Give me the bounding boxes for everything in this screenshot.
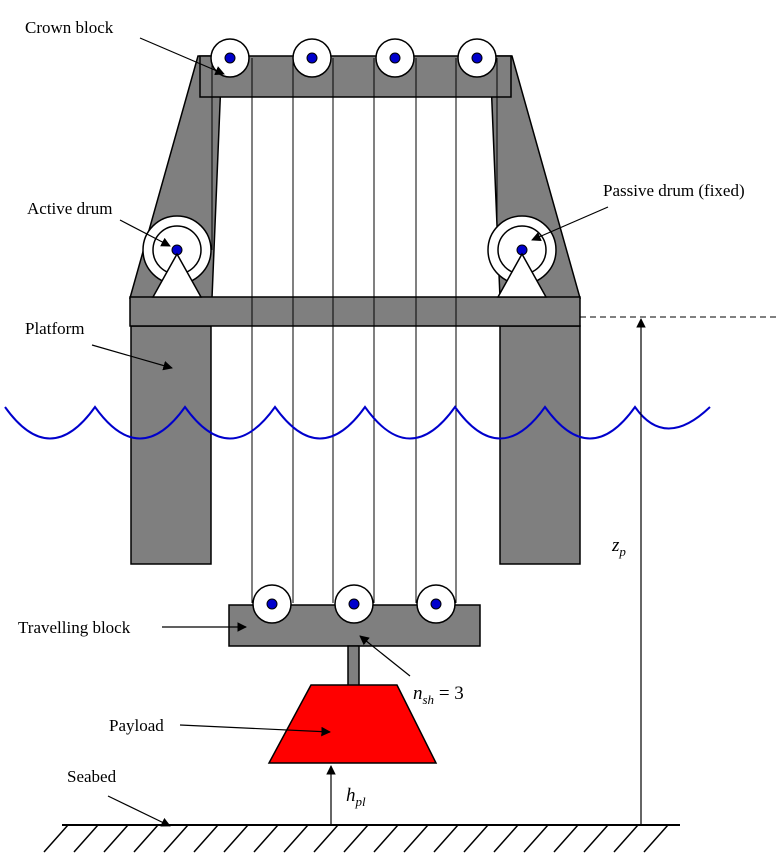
passive-drum-label: Passive drum (fixed) [603,181,745,200]
travelling-sheave [334,584,374,624]
crown-sheaves [210,38,497,78]
leader-arrows [91,37,609,827]
n-sh-label: nsh = 3 [413,684,464,706]
n-sh-leader [359,635,411,677]
wire-ropes [211,58,498,603]
platform-deck [129,296,581,327]
platform-label: Platform [25,319,85,338]
h-pl-label: hpl [346,786,366,808]
water-surface [4,405,711,440]
payload-label: Payload [109,716,164,735]
seabed-leader [107,795,171,827]
platform-left-leg [130,325,212,565]
n-sh-symbol: n [413,683,423,704]
payload [267,684,438,764]
travelling-block-label: Travelling block [18,618,131,637]
h-pl-symbol: h [346,785,356,806]
z-p-label: zp [612,536,626,558]
passive-drum-leader [531,206,609,241]
active-drum-support [151,252,203,298]
hook-stem [347,645,360,687]
active-drum-leader [119,219,171,247]
crown-sheave [375,38,415,78]
n-sh-value: 3 [454,683,464,704]
travelling-sheaves [252,584,456,624]
crown-sheave [292,38,332,78]
z-p-subscript: p [619,543,626,559]
active-drum-label: Active drum [27,199,113,218]
travelling-sheave [416,584,456,624]
seabed-label: Seabed [67,767,117,786]
n-sh-subscript: sh [422,691,435,707]
n-sh-relation: = [434,683,455,704]
passive-drum-support [496,252,548,298]
platform-leader [91,344,173,371]
travelling-sheave [252,584,292,624]
z-p-symbol: z [612,535,620,556]
h-pl-subscript: pl [355,793,366,809]
crown-sheave [457,38,497,78]
crown-block-label: Crown block [25,18,114,37]
platform-right-leg [499,325,581,565]
seabed [43,824,680,853]
crown-block-leader [139,37,225,76]
payload-leader [179,724,331,737]
